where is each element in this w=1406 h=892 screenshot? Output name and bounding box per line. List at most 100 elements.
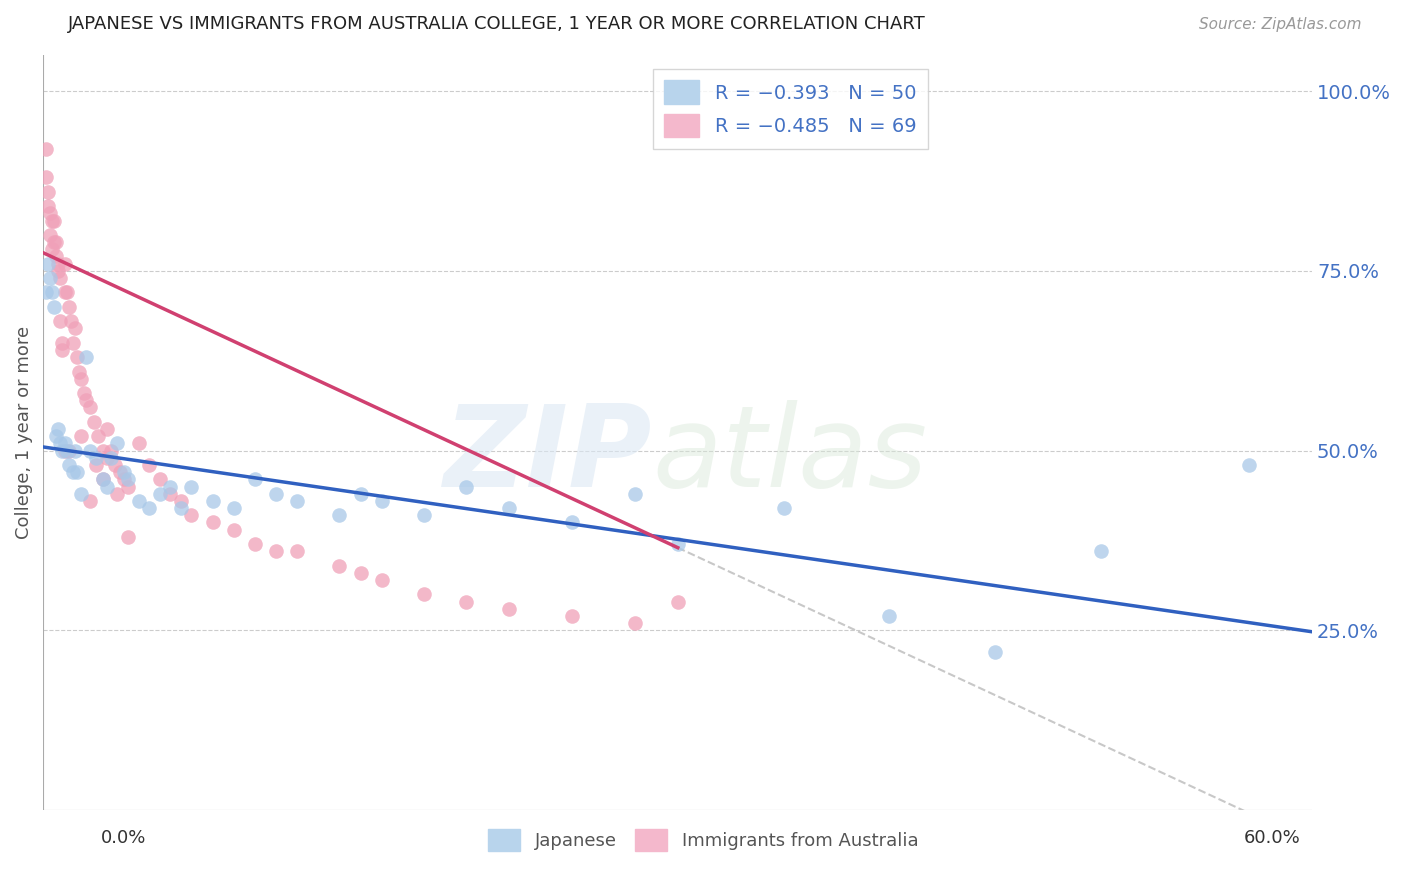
Point	[42, 300, 65, 314]
Point	[79, 443, 101, 458]
Point	[63, 321, 86, 335]
Legend: Japanese, Immigrants from Australia: Japanese, Immigrants from Australia	[481, 822, 925, 858]
Point	[1090, 544, 1112, 558]
Point	[34, 285, 56, 300]
Point	[38, 227, 60, 242]
Text: JAPANESE VS IMMIGRANTS FROM AUSTRALIA COLLEGE, 1 YEAR OR MORE CORRELATION CHART: JAPANESE VS IMMIGRANTS FROM AUSTRALIA CO…	[67, 15, 925, 33]
Point	[51, 343, 73, 357]
Point	[45, 250, 67, 264]
Point	[1237, 458, 1260, 472]
Point	[984, 645, 1007, 659]
Point	[45, 235, 67, 249]
Point	[100, 443, 122, 458]
Point	[413, 508, 436, 523]
Point	[67, 364, 90, 378]
Point	[49, 436, 72, 450]
Point	[666, 594, 689, 608]
Point	[49, 271, 72, 285]
Point	[112, 472, 135, 486]
Point	[41, 213, 63, 227]
Point	[264, 487, 287, 501]
Point	[46, 422, 69, 436]
Point	[55, 443, 77, 458]
Point	[243, 537, 266, 551]
Point	[170, 494, 193, 508]
Point	[42, 213, 65, 227]
Point	[159, 487, 181, 501]
Point	[87, 429, 110, 443]
Point	[138, 458, 160, 472]
Point	[108, 465, 131, 479]
Point	[371, 573, 394, 587]
Point	[34, 142, 56, 156]
Point	[264, 544, 287, 558]
Point	[112, 465, 135, 479]
Point	[104, 458, 127, 472]
Point	[561, 516, 583, 530]
Point	[117, 479, 139, 493]
Point	[41, 242, 63, 256]
Point	[877, 609, 900, 624]
Point	[561, 609, 583, 624]
Point	[37, 257, 59, 271]
Point	[222, 501, 245, 516]
Point	[96, 479, 118, 493]
Point	[70, 429, 93, 443]
Point	[91, 472, 114, 486]
Point	[498, 501, 520, 516]
Point	[117, 530, 139, 544]
Point	[498, 601, 520, 615]
Point	[371, 494, 394, 508]
Point	[456, 479, 478, 493]
Point	[38, 271, 60, 285]
Point	[666, 537, 689, 551]
Point	[222, 523, 245, 537]
Point	[79, 494, 101, 508]
Point	[34, 170, 56, 185]
Point	[51, 443, 73, 458]
Point	[180, 479, 202, 493]
Point	[117, 472, 139, 486]
Text: ZIP: ZIP	[444, 400, 652, 511]
Point	[66, 350, 89, 364]
Point	[62, 465, 84, 479]
Point	[138, 501, 160, 516]
Point	[42, 235, 65, 249]
Point	[49, 314, 72, 328]
Point	[100, 450, 122, 465]
Text: atlas: atlas	[652, 400, 928, 511]
Point	[96, 422, 118, 436]
Point	[53, 257, 76, 271]
Point	[63, 443, 86, 458]
Point	[285, 494, 308, 508]
Point	[149, 487, 172, 501]
Text: Source: ZipAtlas.com: Source: ZipAtlas.com	[1198, 18, 1361, 32]
Point	[349, 487, 371, 501]
Point	[328, 508, 350, 523]
Point	[413, 587, 436, 601]
Point	[37, 185, 59, 199]
Point	[41, 285, 63, 300]
Point	[128, 436, 150, 450]
Point	[91, 472, 114, 486]
Point	[349, 566, 371, 580]
Point	[66, 465, 89, 479]
Point	[51, 335, 73, 350]
Point	[58, 300, 80, 314]
Point	[83, 415, 105, 429]
Point	[772, 501, 794, 516]
Point	[53, 443, 76, 458]
Point	[58, 443, 80, 458]
Text: 60.0%: 60.0%	[1244, 829, 1301, 847]
Point	[84, 458, 107, 472]
Point	[84, 450, 107, 465]
Point	[72, 386, 94, 401]
Point	[58, 458, 80, 472]
Point	[45, 429, 67, 443]
Point	[159, 479, 181, 493]
Point	[38, 206, 60, 220]
Point	[201, 516, 224, 530]
Point	[53, 285, 76, 300]
Y-axis label: College, 1 year or more: College, 1 year or more	[15, 326, 32, 539]
Point	[79, 401, 101, 415]
